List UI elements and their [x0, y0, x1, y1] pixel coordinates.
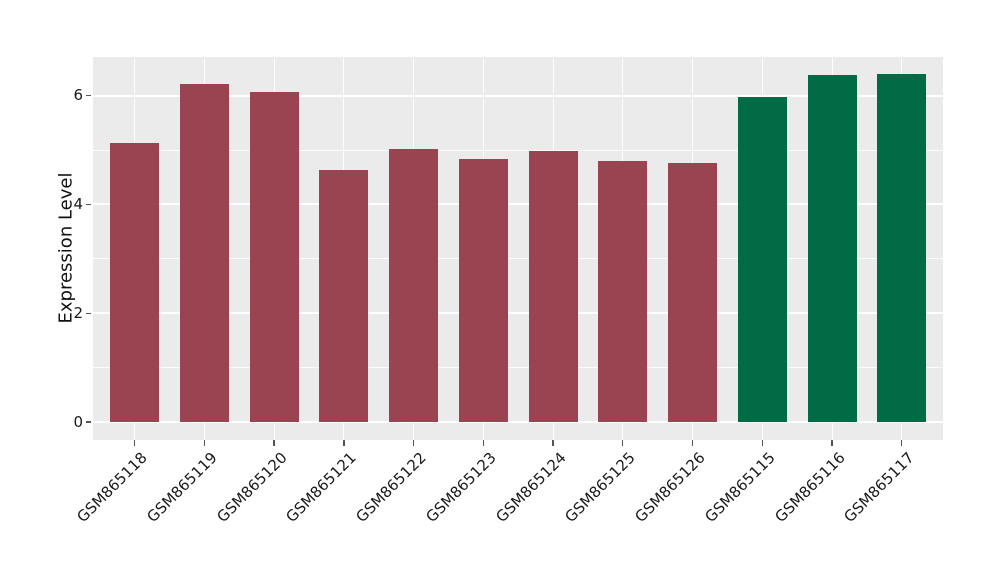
- x-tick-label: GSM865122: [352, 448, 430, 526]
- x-tick-mark: [622, 440, 624, 446]
- x-tick-mark: [133, 440, 136, 446]
- x-tick-mark: [273, 440, 275, 446]
- bar-GSM865120: [249, 91, 299, 423]
- gridline-minor: [93, 258, 943, 260]
- x-tick-label: GSM865123: [422, 448, 500, 526]
- y-tick-mark: [86, 94, 91, 97]
- x-tick-label: GSM865115: [701, 448, 779, 526]
- x-tick-mark: [203, 440, 206, 446]
- bar-GSM865119: [179, 84, 229, 423]
- y-tick-label: 2: [73, 303, 83, 322]
- bar-GSM865122: [389, 149, 439, 423]
- x-tick-label: GSM865117: [840, 448, 919, 526]
- x-tick-mark: [761, 440, 763, 446]
- plot-panel: [93, 57, 943, 440]
- bar-GSM865117: [877, 73, 927, 423]
- bar-GSM865115: [737, 97, 787, 423]
- gridline-major: [93, 421, 943, 424]
- y-tick-label: 4: [73, 194, 83, 213]
- gridline-major: [93, 94, 943, 97]
- x-tick-mark: [343, 440, 345, 446]
- gridline-minor: [93, 367, 943, 369]
- gridline-major: [93, 312, 943, 315]
- x-tick-label: GSM865116: [770, 448, 849, 526]
- bar-GSM865121: [319, 169, 369, 423]
- x-tick-label: GSM865118: [73, 448, 151, 526]
- x-tick-mark: [482, 440, 484, 446]
- x-tick-label: GSM865126: [631, 448, 709, 526]
- x-tick-mark: [901, 440, 903, 446]
- x-tick-label: GSM865120: [213, 448, 291, 526]
- y-tick-label: 6: [73, 86, 83, 105]
- y-tick-mark: [86, 312, 91, 314]
- x-tick-mark: [691, 440, 694, 446]
- bar-GSM865124: [528, 151, 578, 423]
- x-tick-mark: [831, 440, 833, 446]
- x-tick-label: GSM865121: [282, 448, 361, 526]
- gridline-minor: [93, 149, 943, 151]
- y-tick-mark: [86, 203, 91, 206]
- x-tick-mark: [412, 440, 415, 446]
- x-tick-mark: [552, 440, 554, 446]
- x-tick-label: GSM865125: [561, 448, 640, 526]
- x-tick-label: GSM865124: [492, 448, 570, 526]
- gridline-major: [93, 203, 943, 206]
- bar-GSM865118: [110, 142, 160, 423]
- bar-GSM865125: [598, 160, 648, 423]
- bar-GSM865126: [668, 162, 718, 423]
- y-tick-mark: [86, 421, 91, 423]
- y-tick-label: 0: [73, 412, 83, 431]
- bar-GSM865123: [458, 159, 508, 423]
- bar-GSM865116: [807, 74, 857, 423]
- x-tick-label: GSM865119: [143, 448, 221, 526]
